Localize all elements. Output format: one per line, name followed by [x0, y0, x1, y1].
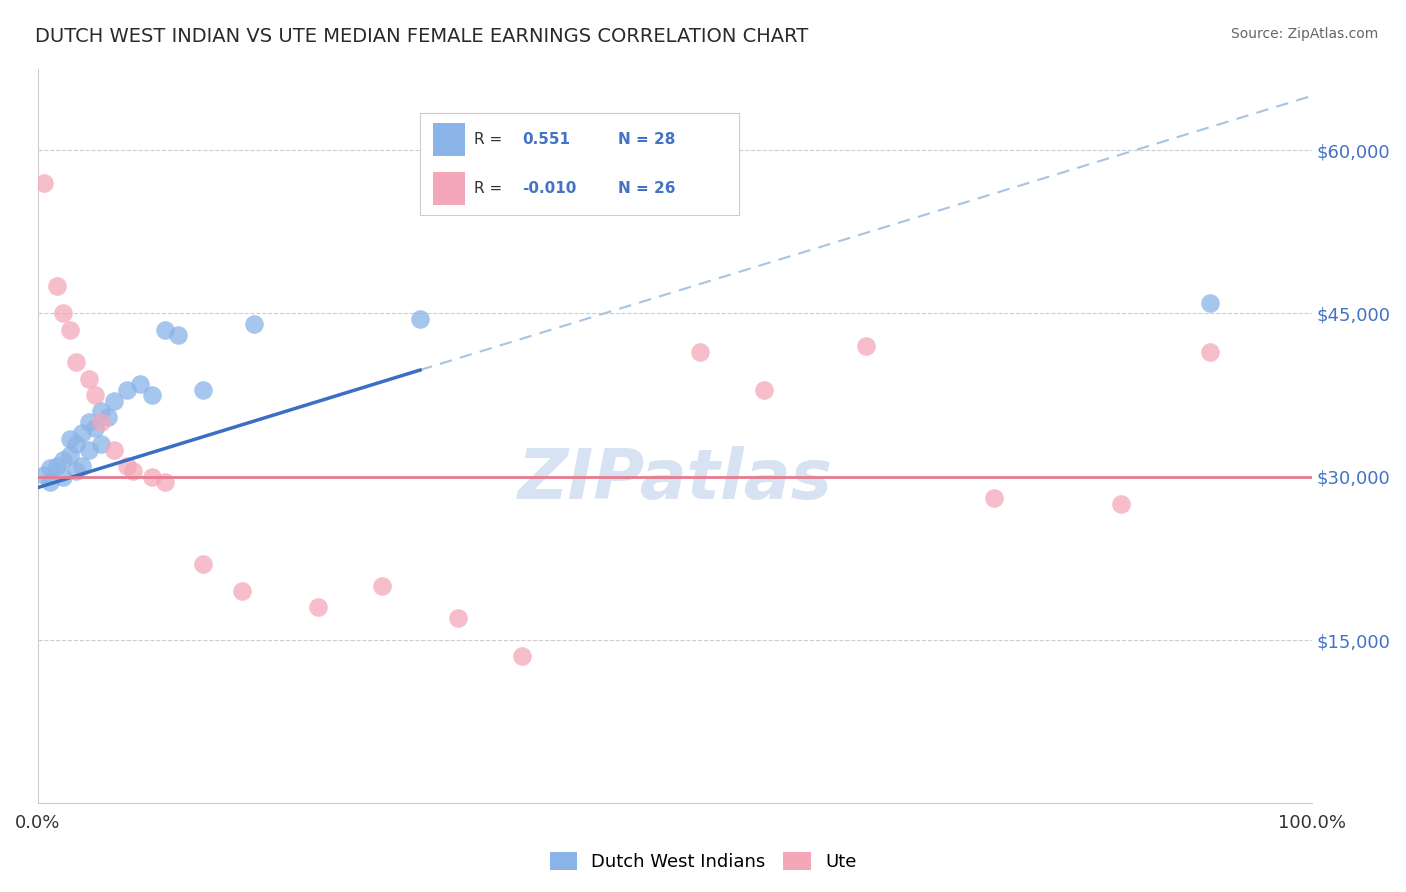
- Point: [153, 323, 176, 337]
- Point: [65, 355, 87, 369]
- Point: [32, 467, 55, 482]
- Point: [52, 469, 75, 483]
- Point: [39, 461, 62, 475]
- Point: [58, 448, 80, 462]
- Point: [103, 393, 125, 408]
- Point: [307, 600, 329, 615]
- Point: [510, 649, 533, 664]
- Point: [72, 426, 94, 441]
- Point: [141, 388, 163, 402]
- Point: [115, 383, 138, 397]
- Point: [115, 458, 138, 473]
- Point: [90, 404, 112, 418]
- Point: [52, 306, 75, 320]
- Text: ZIPatlas: ZIPatlas: [517, 447, 832, 514]
- Point: [65, 464, 87, 478]
- Point: [45, 279, 67, 293]
- Point: [983, 491, 1005, 506]
- Point: [84, 388, 107, 402]
- Point: [371, 578, 394, 592]
- Point: [141, 469, 163, 483]
- Point: [1199, 344, 1222, 359]
- Point: [58, 432, 80, 446]
- Point: [45, 458, 67, 473]
- Point: [689, 344, 711, 359]
- Point: [58, 323, 80, 337]
- Point: [52, 453, 75, 467]
- Point: [231, 584, 253, 599]
- Point: [855, 339, 877, 353]
- Point: [153, 475, 176, 490]
- Point: [122, 464, 145, 478]
- Point: [90, 437, 112, 451]
- Point: [32, 176, 55, 190]
- Point: [752, 383, 775, 397]
- Point: [193, 557, 215, 571]
- Text: Source: ZipAtlas.com: Source: ZipAtlas.com: [1230, 27, 1378, 41]
- Point: [193, 383, 215, 397]
- Legend: Dutch West Indians, Ute: Dutch West Indians, Ute: [543, 846, 863, 879]
- Point: [72, 458, 94, 473]
- Point: [77, 442, 100, 457]
- Point: [128, 377, 150, 392]
- Point: [1199, 295, 1222, 310]
- Point: [84, 421, 107, 435]
- Text: DUTCH WEST INDIAN VS UTE MEDIAN FEMALE EARNINGS CORRELATION CHART: DUTCH WEST INDIAN VS UTE MEDIAN FEMALE E…: [35, 27, 808, 45]
- Point: [1109, 497, 1132, 511]
- Point: [77, 372, 100, 386]
- Point: [39, 475, 62, 490]
- Point: [167, 328, 190, 343]
- Point: [65, 437, 87, 451]
- Point: [90, 415, 112, 429]
- Point: [409, 311, 432, 326]
- Point: [97, 409, 120, 424]
- Point: [243, 318, 266, 332]
- Point: [447, 611, 470, 625]
- Point: [103, 442, 125, 457]
- Point: [77, 415, 100, 429]
